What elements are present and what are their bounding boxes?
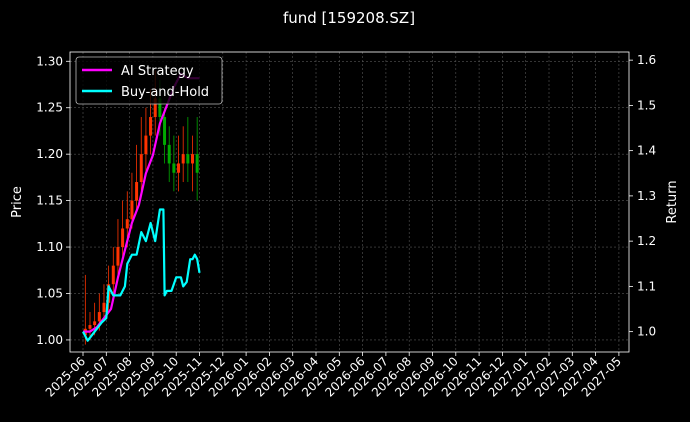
candle-body [139, 154, 143, 183]
y-tick-label-left: 1.10 [36, 240, 63, 254]
y-tick-label-left: 1.30 [36, 54, 63, 68]
legend-label-ai-strategy: AI Strategy [121, 64, 194, 79]
candle-body [116, 247, 120, 266]
y-tick-label-left: 1.00 [36, 333, 63, 347]
y-tick-label-left: 1.20 [36, 147, 63, 161]
candle-body [144, 135, 148, 155]
y-axis-label-right: Return [665, 180, 680, 223]
candle-body [177, 163, 181, 173]
y-tick-label-left: 1.25 [36, 101, 63, 115]
y-tick-label-right: 1.1 [637, 279, 656, 293]
candle-body [191, 154, 195, 164]
y-tick-label-left: 1.15 [36, 194, 63, 208]
candle-body [121, 228, 125, 248]
series-line-buy-and-hold [82, 208, 201, 342]
legend-label-buy-and-hold: Buy-and-Hold [121, 85, 209, 100]
candle-body [163, 117, 167, 145]
candle-body [186, 154, 190, 164]
candle-body [93, 321, 97, 326]
candle-body [172, 163, 176, 173]
candle-body [130, 200, 134, 220]
plot-frame [69, 51, 630, 353]
series-lines [82, 72, 201, 342]
y-tick-label-right: 1.4 [637, 144, 656, 158]
y-tick-label-right: 1.6 [637, 53, 656, 67]
y-ticks-left: 1.00 1.05 1.10 1.15 1.20 1.25 1.30 [36, 54, 70, 347]
candle-body [125, 219, 129, 229]
y-tick-label-right: 1.0 [637, 325, 656, 339]
candle-body [135, 182, 139, 201]
chart-title: fund [159208.SZ] [283, 9, 415, 27]
candle-body [149, 117, 153, 136]
candle-body [111, 265, 115, 285]
candle-body [102, 302, 106, 313]
y-tick-label-right: 1.2 [637, 234, 656, 248]
candle-body [153, 98, 157, 118]
candle-body [158, 98, 162, 118]
legend-box [75, 56, 223, 105]
x-ticks: 2025-062025-072025-082025-092025-102025-… [43, 352, 624, 400]
candle-body [195, 154, 199, 173]
y-tick-label-right: 1.5 [637, 98, 656, 112]
candlesticks [83, 70, 199, 345]
y-tick-label-left: 1.05 [36, 286, 63, 300]
y-axis-label-left: Price [10, 186, 25, 218]
candle-body [167, 144, 171, 164]
y-ticks-right: 1.0 1.1 1.2 1.3 1.4 1.5 1.6 [629, 53, 656, 339]
y-tick-label-right: 1.3 [637, 189, 656, 203]
candle-body [181, 154, 185, 164]
legend: AI Strategy Buy-and-Hold [75, 56, 223, 105]
candle-body [88, 325, 92, 329]
candle-body [97, 312, 101, 322]
series-line-ai-strategy [83, 72, 200, 333]
